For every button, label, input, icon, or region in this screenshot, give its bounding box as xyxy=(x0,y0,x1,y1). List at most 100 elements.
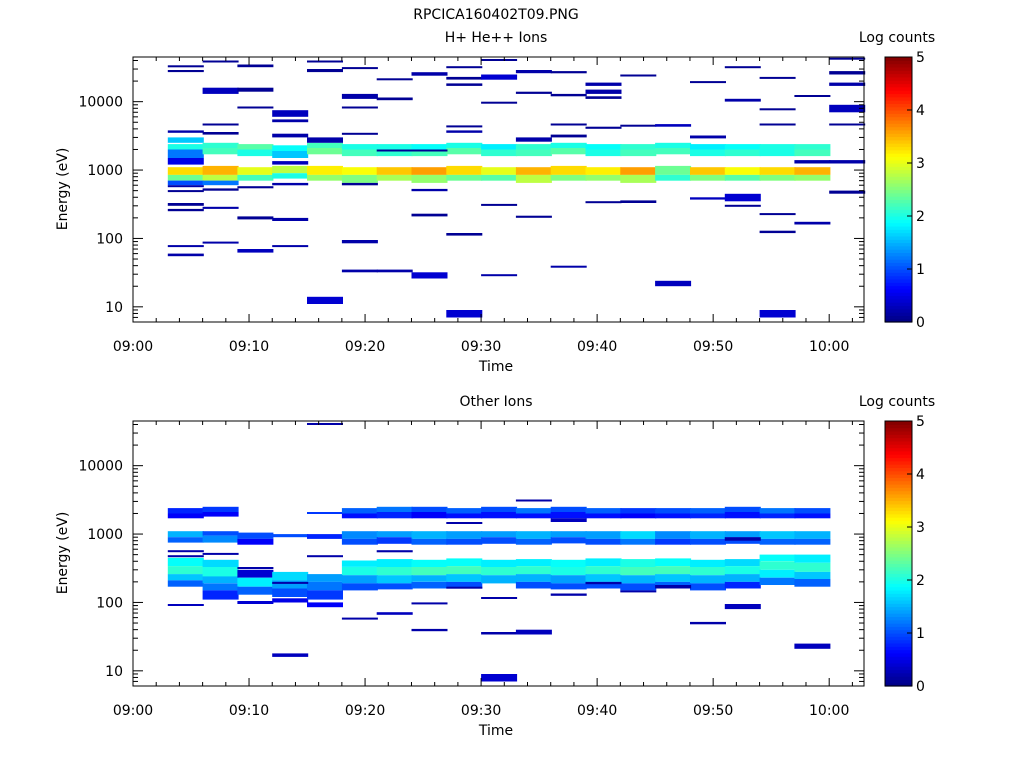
colorbar-segment xyxy=(885,216,912,220)
heatmap-cell xyxy=(202,583,239,591)
heatmap-cell xyxy=(237,567,274,569)
heatmap-cell xyxy=(167,550,204,553)
colorbar-segment xyxy=(885,272,912,277)
heatmap-cell xyxy=(237,64,274,68)
x-tick-label: 09:30 xyxy=(461,339,501,355)
colorbar-segment xyxy=(885,156,912,161)
heatmap-cell xyxy=(202,165,239,175)
colorbar-segment xyxy=(885,202,912,207)
colorbar-segment xyxy=(885,282,912,287)
heatmap-cell xyxy=(481,274,518,277)
heatmap-cell xyxy=(202,148,239,155)
heatmap-cell xyxy=(724,604,761,610)
panel-1-y-axis-label: Energy (eV) xyxy=(55,148,71,231)
colorbar-tick-label: 2 xyxy=(916,209,925,225)
heatmap-cell xyxy=(481,167,518,175)
heatmap-cell xyxy=(202,180,239,186)
panel-1-plot-frame xyxy=(132,56,865,323)
colorbar-segment xyxy=(885,113,912,118)
colorbar-segment xyxy=(885,427,912,432)
heatmap-cell xyxy=(794,508,831,514)
colorbar-segment xyxy=(885,93,912,98)
heatmap-cell xyxy=(655,574,692,582)
heatmap-cell xyxy=(620,167,657,175)
heatmap-cell xyxy=(411,144,448,150)
heatmap-cell xyxy=(794,531,831,539)
heatmap-cell xyxy=(585,566,622,575)
heatmap-cell xyxy=(724,512,761,519)
colorbar-segment xyxy=(885,182,912,187)
colorbar-segment xyxy=(885,255,912,260)
colorbar-segment xyxy=(885,169,912,174)
heatmap-cell xyxy=(759,149,796,157)
heatmap-cell xyxy=(759,213,796,216)
x-tick-label: 09:00 xyxy=(113,703,153,719)
panel-2-x-ticks: 09:00 09:10 09:20 09:30 09:40 09:50 10:00 xyxy=(113,421,853,719)
colorbar-segment xyxy=(885,672,912,677)
colorbar-segment xyxy=(885,225,912,230)
heatmap-cell xyxy=(550,165,587,175)
heatmap-cell xyxy=(446,83,483,86)
heatmap-cell xyxy=(341,508,378,514)
heatmap-cell xyxy=(515,538,552,545)
heatmap-cell xyxy=(411,567,448,576)
heatmap-cell xyxy=(690,513,726,519)
heatmap-cell xyxy=(376,583,413,590)
heatmap-cell xyxy=(724,144,761,150)
colorbar-segment xyxy=(885,421,912,425)
heatmap-cell xyxy=(237,577,274,587)
heatmap-cell xyxy=(794,554,831,563)
heatmap-cell xyxy=(481,567,518,576)
y-tick-label: 1000 xyxy=(87,527,123,543)
heatmap-cell xyxy=(794,167,831,175)
panel-2-plot-frame xyxy=(132,420,865,687)
colorbar-segment xyxy=(885,76,912,81)
heatmap-cell xyxy=(759,531,796,539)
heatmap-cell xyxy=(724,98,761,102)
x-tick-label: 09:40 xyxy=(577,703,617,719)
heatmap-cell xyxy=(515,559,552,567)
colorbar-segment xyxy=(885,153,912,157)
heatmap-cell xyxy=(515,70,552,74)
heatmap-cell xyxy=(167,130,204,133)
heatmap-cell xyxy=(829,71,866,75)
heatmap-cell xyxy=(237,106,274,109)
heatmap-cell xyxy=(167,185,204,188)
heatmap-cell xyxy=(481,575,518,584)
heatmap-cell xyxy=(585,538,622,545)
colorbar-segment xyxy=(885,315,912,320)
colorbar-segment xyxy=(885,576,912,581)
colorbar-segment xyxy=(885,487,912,492)
colorbar-segment xyxy=(885,262,912,267)
heatmap-cell xyxy=(481,632,518,635)
heatmap-cell xyxy=(446,508,483,514)
colorbar-segment xyxy=(885,106,912,111)
heatmap-cell xyxy=(167,513,204,519)
heatmap-cell xyxy=(690,508,726,514)
heatmap-cell xyxy=(481,559,518,567)
colorbar-segment xyxy=(885,229,912,234)
colorbar-segment xyxy=(885,136,912,141)
colorbar-frame xyxy=(884,420,913,687)
heatmap-cell xyxy=(202,132,239,135)
heatmap-cell xyxy=(376,97,413,101)
heatmap-cell xyxy=(481,174,518,181)
colorbar-tick-label: 2 xyxy=(916,573,925,589)
colorbar-segment xyxy=(885,73,912,78)
heatmap-cell xyxy=(620,583,657,591)
heatmap-cell xyxy=(794,571,831,580)
heatmap-cell xyxy=(237,532,274,539)
heatmap-cell xyxy=(341,617,378,620)
heatmap-cell xyxy=(376,550,413,553)
colorbar-segment xyxy=(885,437,912,442)
colorbar-segment xyxy=(885,96,912,101)
heatmap-cell xyxy=(341,538,378,545)
heatmap-cell xyxy=(446,513,483,519)
heatmap-cell xyxy=(690,575,726,584)
heatmap-cell xyxy=(759,174,796,181)
heatmap-cell xyxy=(759,144,796,150)
heatmap-cell xyxy=(341,174,378,183)
heatmap-cell xyxy=(307,174,343,181)
colorbar-segment xyxy=(885,116,912,121)
